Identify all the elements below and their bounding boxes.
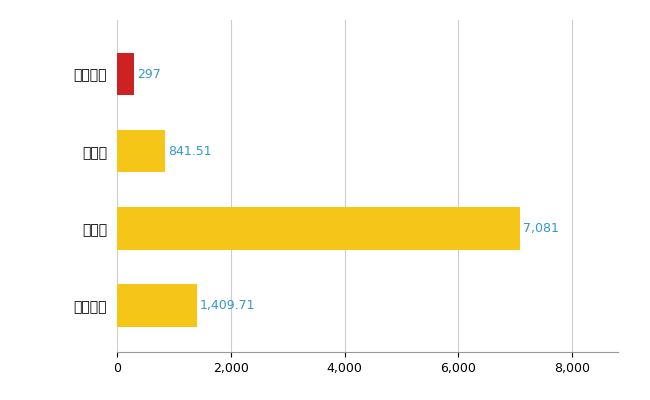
Bar — [117, 284, 197, 327]
Bar — [117, 53, 134, 95]
Text: 297: 297 — [136, 68, 161, 80]
Text: 841.51: 841.51 — [168, 145, 211, 158]
Bar — [117, 130, 165, 172]
Text: 7,081: 7,081 — [523, 222, 558, 235]
Bar — [117, 207, 520, 250]
Text: 1,409.71: 1,409.71 — [200, 299, 255, 312]
